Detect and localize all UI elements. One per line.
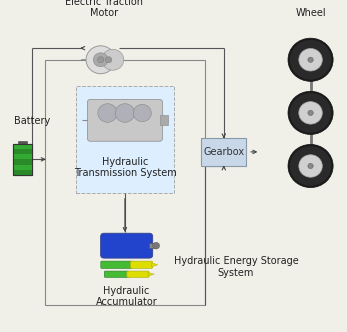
Text: Gearbox: Gearbox <box>203 147 244 157</box>
Bar <box>13 159 32 165</box>
Text: Battery: Battery <box>14 116 50 126</box>
FancyBboxPatch shape <box>104 271 129 277</box>
Bar <box>13 165 32 170</box>
Text: Hydraulic Energy Storage
System: Hydraulic Energy Storage System <box>174 256 298 278</box>
Bar <box>13 143 32 149</box>
Circle shape <box>290 40 331 80</box>
Text: Electric Traction
Motor: Electric Traction Motor <box>65 0 143 18</box>
FancyBboxPatch shape <box>101 233 153 258</box>
Circle shape <box>98 57 104 63</box>
Circle shape <box>299 102 322 124</box>
Text: Hydraulic
Accumulator: Hydraulic Accumulator <box>96 286 158 307</box>
Bar <box>149 243 156 248</box>
Circle shape <box>308 163 313 169</box>
FancyBboxPatch shape <box>87 99 162 141</box>
FancyBboxPatch shape <box>127 271 149 277</box>
Circle shape <box>93 53 108 67</box>
Circle shape <box>288 38 333 81</box>
Bar <box>76 86 174 193</box>
Bar <box>13 149 32 154</box>
Polygon shape <box>151 263 158 267</box>
Text: Hydraulic
Transmission System: Hydraulic Transmission System <box>74 157 176 179</box>
Circle shape <box>290 93 331 133</box>
Circle shape <box>153 242 160 249</box>
Bar <box>13 170 32 175</box>
Bar <box>13 143 32 175</box>
Bar <box>160 115 168 125</box>
Circle shape <box>288 91 333 134</box>
Circle shape <box>133 104 151 122</box>
Circle shape <box>98 104 117 122</box>
Circle shape <box>308 57 313 62</box>
Bar <box>201 138 246 166</box>
Bar <box>45 60 205 305</box>
Circle shape <box>115 104 135 122</box>
Circle shape <box>86 46 115 74</box>
Circle shape <box>308 110 313 116</box>
Circle shape <box>290 146 331 186</box>
Bar <box>13 154 32 159</box>
Circle shape <box>105 57 112 63</box>
FancyBboxPatch shape <box>130 261 152 268</box>
Bar <box>18 141 27 143</box>
Circle shape <box>288 144 333 188</box>
Circle shape <box>299 48 322 71</box>
Circle shape <box>299 155 322 177</box>
Polygon shape <box>148 273 154 276</box>
Text: Wheel: Wheel <box>295 8 326 18</box>
Bar <box>13 143 32 175</box>
FancyBboxPatch shape <box>101 261 133 268</box>
Circle shape <box>102 49 124 70</box>
